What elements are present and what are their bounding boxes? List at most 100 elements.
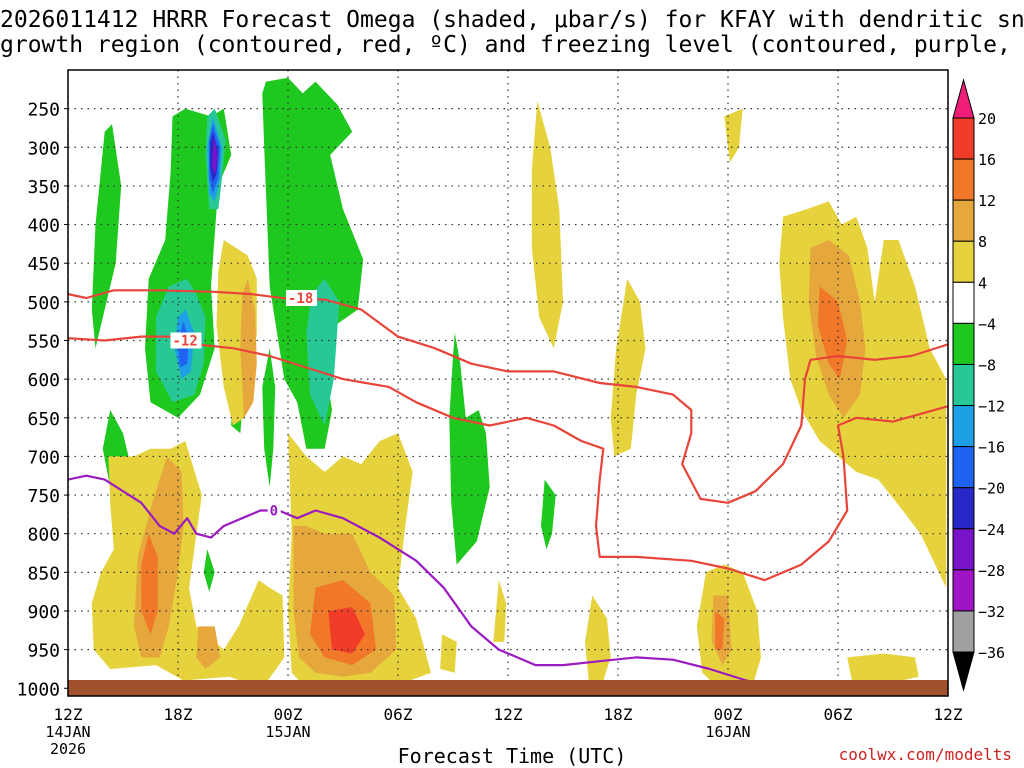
y-tick-label: 1000 [17, 679, 60, 700]
y-tick-label: 550 [27, 331, 60, 352]
dgz-contour-neg12 [68, 335, 948, 582]
x-tick-year: 2026 [50, 740, 86, 758]
plot-frame [67, 69, 949, 697]
chart-title-line-1: 2026011412 HRRR Forecast Omega (shaded, … [0, 7, 1024, 33]
colorbar-level-label: 12 [978, 192, 996, 210]
colorbar-swatch [952, 610, 975, 653]
omega-region-8 [196, 626, 221, 669]
colorbar-bottom-arrow [952, 651, 975, 692]
colorbar-level-label: −4 [978, 315, 996, 333]
colorbar-level-label: 8 [978, 233, 987, 251]
omega-region-4 [847, 653, 919, 685]
omega-region-4 [585, 595, 611, 681]
omega-region-neg8 [203, 549, 215, 592]
colorbar-level-label: −32 [978, 603, 1005, 621]
source-credit[interactable]: coolwx.com/modelts [838, 745, 1012, 764]
x-tick-label: 06Z [824, 705, 853, 724]
colorbar-level-label: 4 [978, 274, 987, 292]
x-tick-label: 18Z [604, 705, 633, 724]
omega-region-4 [610, 278, 646, 457]
x-tick-label: 12Z [494, 705, 523, 724]
omega-shading-layer [91, 77, 947, 689]
dgz-contour-neg18-label-bg [286, 289, 317, 306]
colorbar-swatch [952, 446, 975, 489]
y-tick-label: 950 [27, 641, 60, 662]
omega-region-neg8 [449, 332, 490, 565]
freezing-level-contour-label-bg [267, 502, 281, 519]
y-tick-label: 600 [27, 370, 60, 391]
colorbar-swatch [952, 487, 975, 530]
colorbar-swatch [952, 117, 975, 160]
omega-region-4 [493, 580, 507, 642]
x-tick-label: 12Z [934, 705, 963, 724]
dgz-contour-neg12-label: -12 [173, 333, 198, 349]
dgz-contour-neg12-label-bg [170, 332, 202, 349]
colorbar-level-label: −20 [978, 480, 1005, 498]
colorbar-level-label: 16 [978, 151, 996, 169]
x-axis-title: Forecast Time (UTC) [397, 744, 627, 768]
colorbar-swatch [952, 158, 975, 201]
omega-region-4 [91, 441, 285, 689]
x-tick-label: 06Z [384, 705, 413, 724]
colorbar-level-label: −36 [978, 644, 1005, 662]
x-tick-date: 15JAN [265, 723, 310, 741]
y-tick-label: 700 [27, 447, 60, 468]
dgz-contour-neg18-label: -18 [288, 291, 313, 307]
colorbar-level-label: −12 [978, 398, 1005, 416]
omega-region-neg8 [91, 124, 122, 349]
x-tick-date: 14JAN [45, 723, 90, 741]
x-tick-label: 12Z [54, 705, 83, 724]
omega-region-neg28 [211, 135, 218, 175]
y-tick-label: 500 [27, 293, 60, 314]
y-tick-label: 450 [27, 254, 60, 275]
colorbar-swatch [952, 528, 975, 571]
colorbar-level-label: −8 [978, 356, 996, 374]
colorbar-swatch [952, 322, 975, 365]
colorbar-level-label: −24 [978, 521, 1005, 539]
y-tick-label: 900 [27, 602, 60, 623]
colorbar-level-label: −16 [978, 439, 1005, 457]
freezing-level-contour-label: 0 [270, 504, 278, 520]
dgz-contour-neg18 [68, 289, 948, 504]
y-axis: 250 300 350 400 450 500 550 600 650 700 750 800 850 9… [17, 100, 68, 700]
omega-region-neg12 [306, 278, 340, 426]
colorbar-swatch [952, 363, 975, 407]
colorbar-swatch [952, 405, 975, 448]
y-tick-label: 350 [27, 177, 60, 198]
x-tick-label: 00Z [274, 705, 303, 724]
colorbar-swatch [952, 281, 975, 324]
colorbar-swatch [952, 569, 975, 612]
colorbar-level-label: 20 [978, 110, 996, 128]
omega-region-neg8 [262, 348, 276, 488]
colorbar-swatch [952, 199, 975, 242]
y-tick-label: 750 [27, 486, 60, 507]
x-tick-date: 16JAN [705, 723, 750, 741]
omega-region-12 [715, 611, 725, 650]
omega-region-neg8 [262, 77, 364, 449]
y-tick-label: 400 [27, 216, 60, 237]
contour-layer [68, 289, 948, 686]
omega-region-12 [141, 533, 158, 635]
omega-region-8 [240, 278, 257, 418]
ground-surface-band [68, 680, 948, 696]
colorbar: 20 16 12 8 4 −4 −8 −12 −16 −20 −24 −28 −32 −36 [952, 78, 1005, 692]
omega-region-16 [328, 607, 365, 654]
y-tick-label: 300 [27, 138, 60, 159]
omega-region-4 [440, 634, 457, 673]
y-tick-label: 250 [27, 100, 60, 121]
omega-region-4 [724, 108, 743, 163]
colorbar-swatch [952, 240, 975, 283]
omega-region-neg8 [541, 479, 556, 550]
y-tick-label: 800 [27, 525, 60, 546]
y-tick-label: 650 [27, 409, 60, 430]
omega-region-4 [531, 100, 563, 349]
y-tick-label: 850 [27, 563, 60, 584]
contour-labels: -18 -12 0 [170, 289, 317, 520]
colorbar-top-arrow [952, 78, 975, 119]
freezing-level-contour [68, 474, 765, 686]
colorbar-level-label: −28 [978, 562, 1005, 580]
x-tick-label: 18Z [164, 705, 193, 724]
chart-title-line-2: growth region (contoured, red, ºC) and f… [0, 32, 1024, 58]
